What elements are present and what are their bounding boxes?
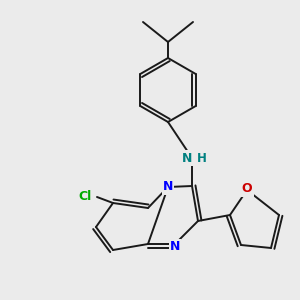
Text: N: N bbox=[163, 181, 173, 194]
Text: N: N bbox=[182, 152, 192, 164]
Text: N: N bbox=[170, 241, 180, 254]
Text: H: H bbox=[197, 152, 207, 164]
Text: O: O bbox=[242, 182, 252, 196]
Text: Cl: Cl bbox=[78, 190, 92, 203]
